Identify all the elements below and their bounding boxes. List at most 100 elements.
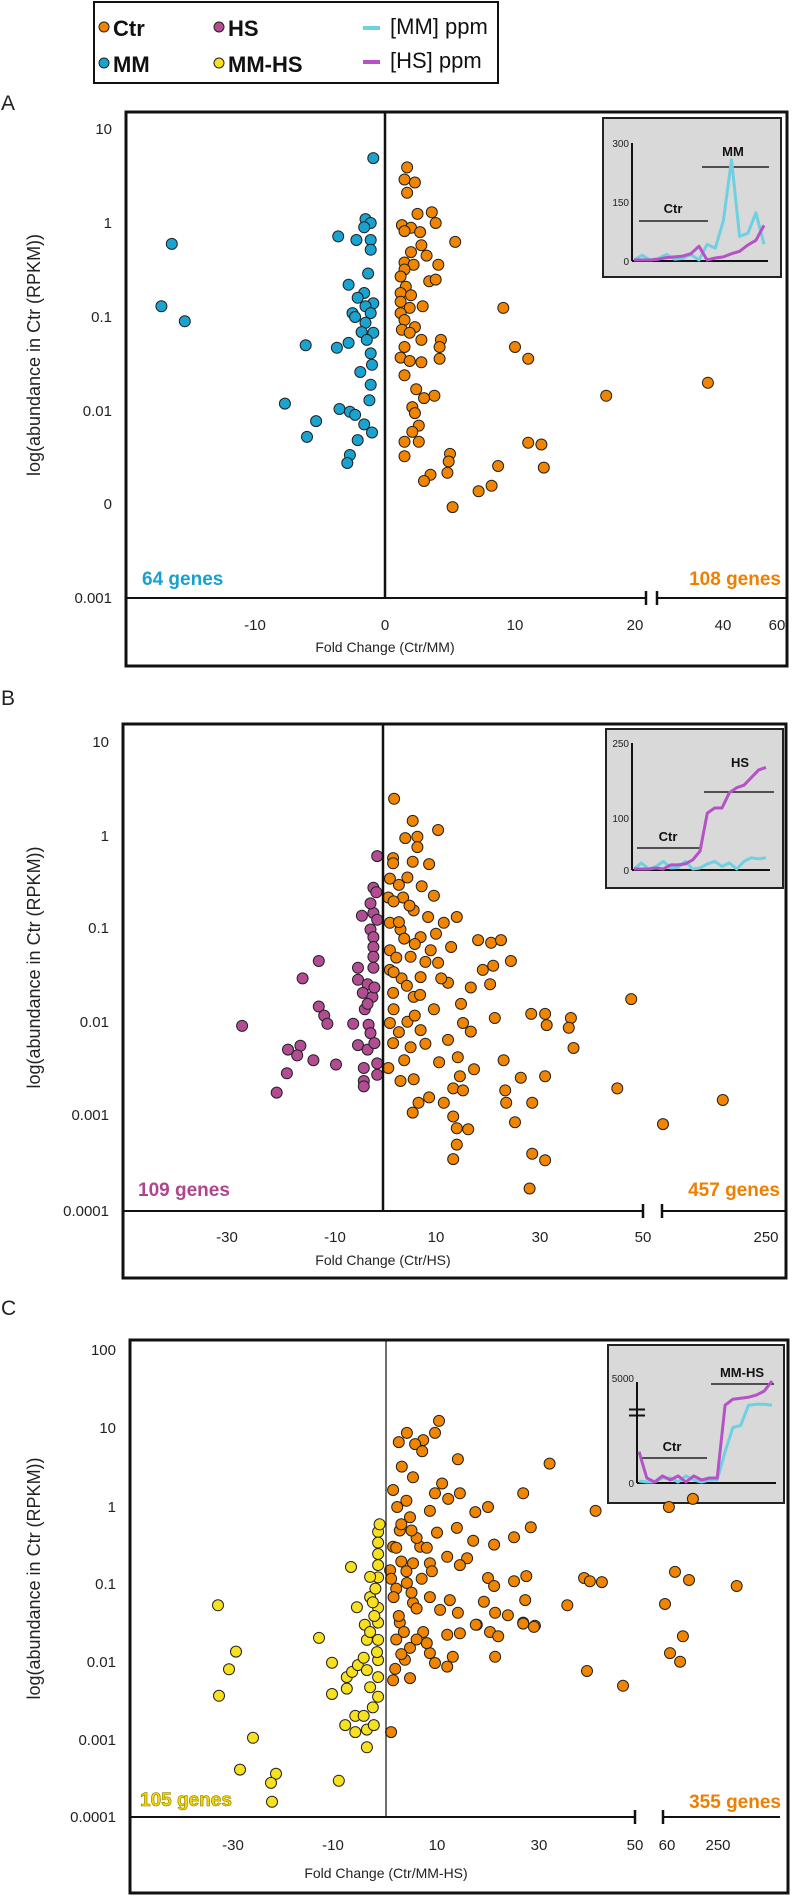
data-point — [395, 1648, 408, 1661]
data-point — [415, 239, 428, 252]
data-point — [432, 956, 445, 969]
data-point — [657, 1118, 669, 1131]
data-point — [509, 341, 521, 353]
data-point — [488, 1580, 501, 1592]
data-point — [589, 1504, 602, 1517]
y-tick-label: 100 — [91, 1342, 116, 1359]
y-axis-title: log(abundance in Ctr (RPKM)) — [24, 1457, 44, 1699]
x-tick-label: 60 — [659, 1837, 676, 1854]
data-point — [410, 383, 423, 396]
data-point — [339, 1719, 352, 1732]
concentration-inset: 300 150 0 Ctr MM — [602, 117, 782, 278]
data-point — [408, 938, 421, 950]
data-point — [371, 1646, 383, 1659]
data-point — [406, 855, 419, 868]
data-point — [436, 1477, 449, 1490]
plot-frame — [121, 722, 788, 1280]
legend: Ctr MM HS MM-HS [MM] ppm [HS] ppm — [93, 1, 499, 84]
data-point — [415, 1572, 428, 1585]
data-point — [364, 1570, 377, 1583]
data-point — [415, 356, 428, 369]
data-point — [526, 1096, 539, 1109]
data-point — [310, 415, 323, 428]
data-point — [401, 871, 414, 884]
inset-y-tick-label: 300 — [612, 139, 629, 150]
data-point — [476, 963, 489, 976]
data-point — [398, 932, 411, 945]
data-point — [408, 176, 421, 189]
data-point — [364, 378, 377, 391]
data-point — [487, 959, 500, 972]
data-point — [523, 1182, 536, 1195]
data-point — [361, 997, 374, 1010]
data-point — [449, 235, 462, 248]
legend-box — [93, 1, 499, 84]
data-point — [446, 1650, 459, 1663]
data-point — [364, 897, 377, 910]
inset-y-tick-label: 0 — [628, 1479, 634, 1490]
data-point — [155, 300, 168, 313]
data-point — [659, 1598, 671, 1610]
legend-marker-hs — [213, 21, 225, 33]
data-point — [398, 225, 411, 238]
data-point — [364, 1681, 377, 1694]
gene-count-label: 457 genes — [688, 1180, 780, 1201]
data-point — [442, 1033, 454, 1046]
data-point — [527, 1620, 540, 1633]
inset-y-tick-label: 250 — [612, 739, 629, 750]
data-point — [417, 1626, 430, 1638]
data-point — [330, 341, 343, 354]
data-point — [482, 1572, 494, 1584]
data-point — [370, 886, 383, 899]
data-point — [446, 501, 459, 514]
data-point — [387, 1003, 400, 1016]
data-point — [492, 1630, 505, 1643]
y-tick-label: 0.01 — [87, 1654, 116, 1671]
data-point — [517, 1617, 530, 1630]
data-point — [363, 394, 376, 407]
x-tick-label: 50 — [635, 1229, 652, 1246]
data-point — [423, 1091, 436, 1104]
data-point — [212, 1599, 224, 1612]
data-point — [674, 1655, 687, 1668]
data-point — [400, 1577, 413, 1589]
data-point — [357, 1080, 370, 1093]
data-point — [400, 979, 413, 992]
data-point — [433, 341, 446, 353]
data-point — [360, 1741, 373, 1754]
inset-group-label: Ctr — [664, 201, 683, 216]
data-point — [441, 1550, 454, 1563]
data-point — [432, 258, 445, 271]
data-point — [499, 1084, 512, 1097]
data-point — [414, 988, 427, 1001]
data-point — [405, 1524, 418, 1537]
data-point — [395, 1555, 408, 1568]
gene-count-label: 64 genes — [142, 569, 223, 590]
data-point — [451, 1051, 464, 1064]
data-point — [500, 1096, 513, 1109]
data-point — [387, 966, 400, 979]
data-point — [398, 173, 411, 186]
data-point — [230, 1645, 242, 1658]
data-point — [332, 230, 345, 243]
data-point — [387, 1037, 400, 1050]
data-point — [282, 1043, 294, 1056]
data-point — [407, 1557, 419, 1570]
legend-marker-mm — [98, 57, 110, 69]
series-mm — [155, 152, 380, 469]
data-point — [364, 1027, 377, 1040]
data-point — [357, 1062, 370, 1074]
x-tick-label: 20 — [627, 617, 644, 634]
data-point — [392, 1026, 405, 1039]
data-point — [364, 347, 377, 360]
data-point — [419, 1037, 432, 1050]
data-point — [389, 1662, 402, 1675]
data-point — [662, 1501, 675, 1513]
data-point — [429, 1487, 441, 1500]
gene-count-label: 105 genes — [140, 1790, 232, 1811]
data-point — [387, 1484, 400, 1496]
data-point — [561, 1599, 574, 1612]
y-tick-label: 0.1 — [91, 309, 112, 326]
data-point — [517, 1487, 530, 1500]
data-point — [441, 1628, 454, 1641]
